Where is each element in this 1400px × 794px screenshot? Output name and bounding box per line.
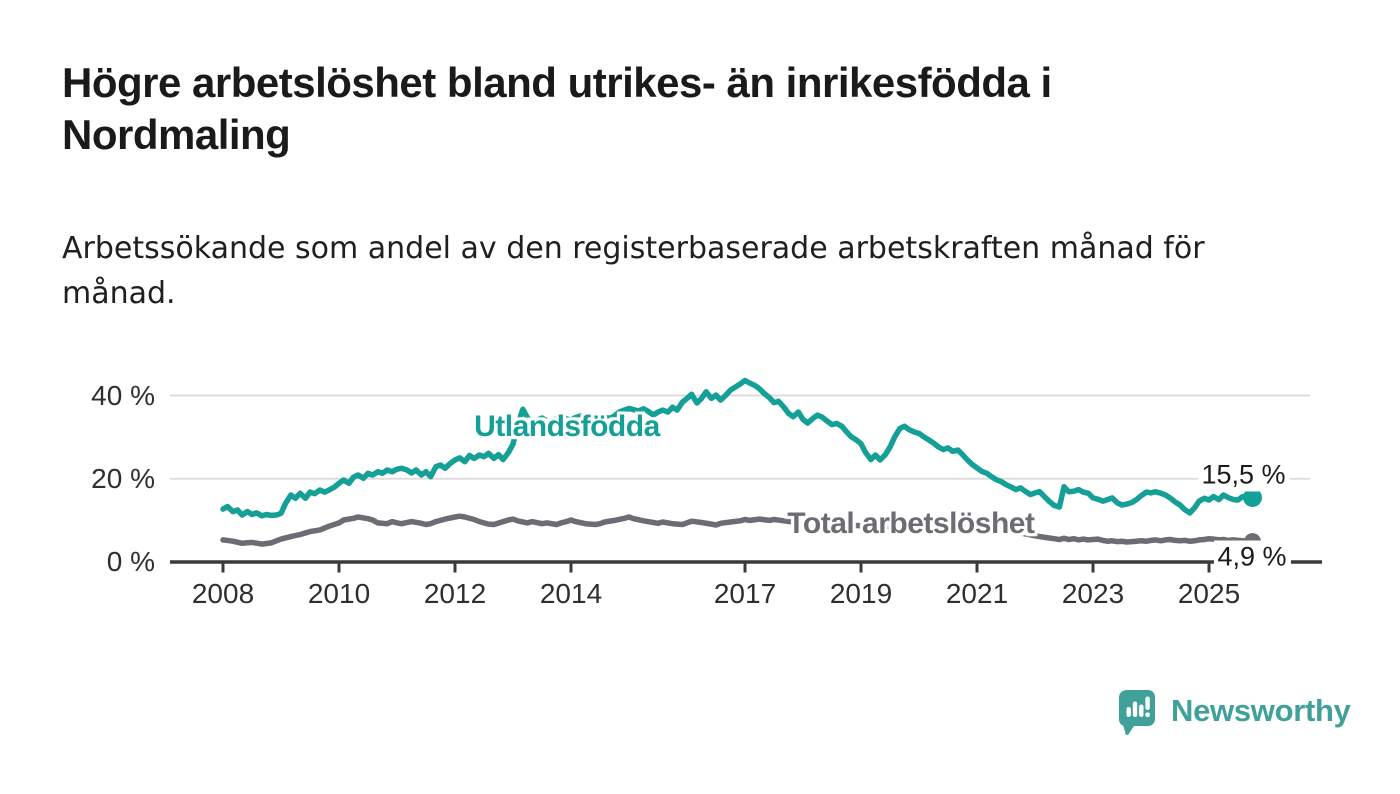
y-axis-label-0: 0 % [106,546,155,577]
y-axis-label-40: 40 % [91,379,155,411]
x-axis-label-2021: 2021 [945,578,1009,609]
series-label-utlandsfodda: Utlandsfödda [474,410,660,444]
chart-subtitle: Arbetssökande som andel av den registerb… [62,226,1205,316]
page-title-line-1: Högre arbetslöshet bland utrikes- än inr… [62,59,1052,106]
x-axis-label-2023: 2023 [1061,578,1125,609]
x-axis-label-2017: 2017 [713,578,777,609]
series-label-total-arbetsloshet: Total arbetslöshet [787,507,1035,541]
x-axis-label-2019: 2019 [829,578,893,609]
page-title: Högre arbetslöshet bland utrikes- än inr… [62,57,1052,161]
x-axis-label-2008: 2008 [191,578,255,609]
x-axis-label-2014: 2014 [539,578,603,609]
page-title-line-2: Nordmaling [62,111,291,158]
series-end-dot-0 [1243,487,1262,507]
chart-subtitle-line-1: Arbetssökande som andel av den registerb… [62,231,1205,266]
x-axis-label-2012: 2012 [423,578,487,609]
y-axis-label-20: 20 % [91,462,155,494]
end-value-label-utlandsfodda: 15,5 % [1197,458,1290,492]
newsworthy-chart-bubble-icon [1118,690,1155,735]
x-axis-label-2025: 2025 [1177,578,1241,609]
series-line-1 [220,513,1256,547]
chart-subtitle-line-2: månad. [62,276,176,311]
end-value-label-total: 4,9 % [1213,540,1291,574]
newsworthy-wordmark: Newsworthy [1171,693,1351,728]
series-line-0 [220,377,1256,519]
x-axis-label-2010: 2010 [307,578,371,609]
newsworthy-logo: Newsworthy [1118,688,1351,736]
